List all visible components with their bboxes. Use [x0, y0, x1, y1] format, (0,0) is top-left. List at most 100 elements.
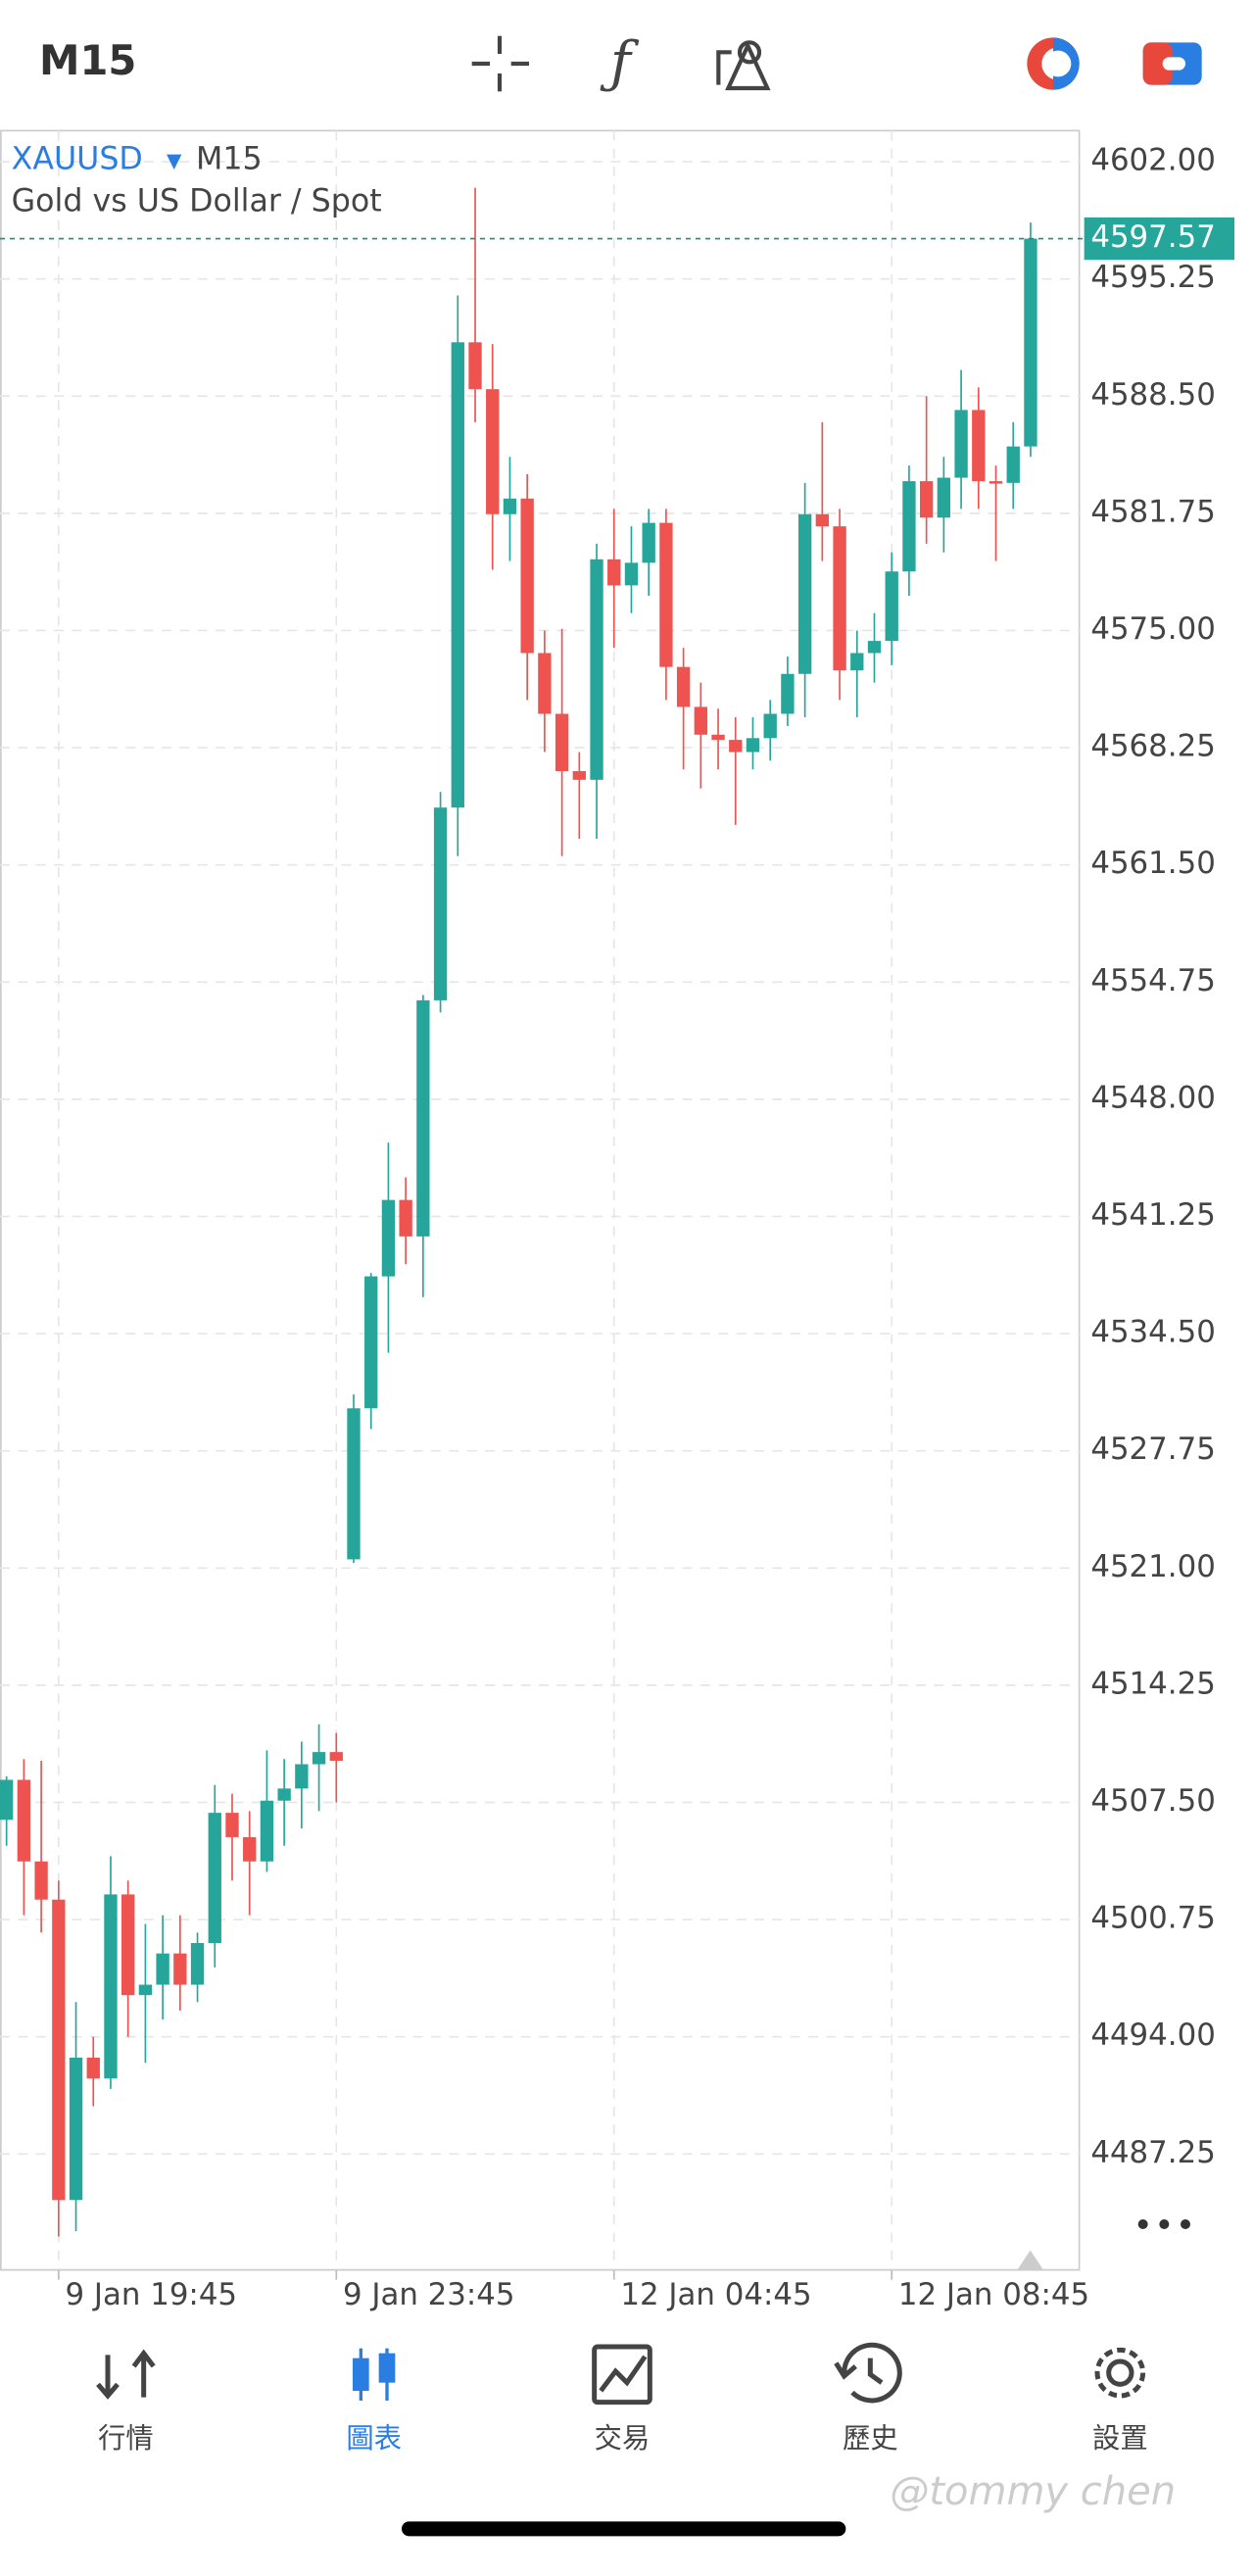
- tab-label[interactable]: 圖表: [346, 2422, 402, 2454]
- candle-body: [833, 526, 846, 671]
- y-tick-label: 4595.25: [1090, 260, 1215, 295]
- candle-body: [121, 1894, 135, 1996]
- y-tick-label: 4527.75: [1090, 1432, 1215, 1467]
- y-tick-label: 4500.75: [1090, 1901, 1215, 1936]
- watermark: @tommy chen: [890, 2469, 1176, 2514]
- y-tick-label: 4588.50: [1090, 377, 1215, 413]
- x-tick-label: 12 Jan 08:45: [898, 2277, 1089, 2312]
- y-tick-label: 4561.50: [1090, 846, 1215, 881]
- candle-body: [312, 1752, 326, 1765]
- candle-body: [0, 1779, 14, 1821]
- y-tick-label: 4507.50: [1090, 1783, 1215, 1819]
- y-tick-label: 4541.25: [1090, 1197, 1215, 1233]
- x-tick-label: 12 Jan 04:45: [620, 2277, 811, 2312]
- candle-body: [902, 481, 916, 572]
- candle-body: [919, 481, 934, 518]
- y-tick-label: 4521.00: [1090, 1549, 1215, 1584]
- home-indicator: [402, 2521, 846, 2537]
- tab-quotes-icon[interactable]: [96, 2349, 156, 2400]
- y-tick-label: 4554.75: [1090, 963, 1215, 998]
- candle-body: [34, 1861, 48, 1900]
- candle-body: [659, 522, 673, 667]
- candle-body: [607, 559, 621, 586]
- candle-body: [572, 770, 586, 780]
- candle-body: [676, 666, 691, 707]
- candle-body: [451, 342, 464, 808]
- candle-body: [867, 641, 882, 654]
- candle-body: [52, 1899, 66, 2201]
- tab-settings-icon[interactable]: [1094, 2347, 1146, 2399]
- candle-body: [850, 653, 864, 671]
- candle-body: [69, 2057, 83, 2201]
- candle-body: [364, 1276, 378, 1409]
- account-icon[interactable]: [1027, 37, 1080, 90]
- candle-body: [399, 1199, 412, 1237]
- candle-body: [989, 481, 1003, 484]
- y-tick-label: 4602.00: [1090, 143, 1215, 178]
- trade-icon[interactable]: [1142, 42, 1202, 85]
- candle-body: [729, 740, 743, 753]
- candle-body: [156, 1953, 169, 1985]
- chart-frame: [0, 129, 1081, 2271]
- y-tick-label: 4568.25: [1090, 729, 1215, 764]
- candle-body: [104, 1894, 118, 2079]
- candle-body: [486, 389, 500, 514]
- candle-body: [17, 1779, 31, 1862]
- candle-body: [624, 562, 639, 586]
- candle-body: [694, 706, 707, 735]
- tab-chart-icon[interactable]: [353, 2348, 396, 2401]
- candle-body: [1006, 446, 1020, 483]
- candle-body: [295, 1764, 309, 1789]
- candle-body: [243, 1836, 257, 1862]
- x-tick-label: 9 Jan 19:45: [65, 2277, 237, 2312]
- x-tick-label: 9 Jan 23:45: [343, 2277, 515, 2312]
- candle-body: [954, 410, 968, 478]
- tab-trade-icon[interactable]: [592, 2344, 652, 2406]
- tab-history-icon[interactable]: [834, 2342, 902, 2404]
- candle-body: [520, 498, 534, 654]
- candle-body: [1024, 238, 1037, 447]
- symbol-description: Gold vs US Dollar / Spot: [12, 184, 382, 219]
- candle-body: [972, 410, 986, 482]
- y-tick-label: 4487.25: [1090, 2135, 1215, 2170]
- candle-body: [937, 477, 951, 518]
- y-tick-label: 4575.00: [1090, 611, 1215, 647]
- candle-body: [260, 1800, 274, 1862]
- candle-body: [711, 734, 725, 741]
- candle-body: [555, 713, 569, 771]
- y-tick-label: 4534.50: [1090, 1315, 1215, 1350]
- tab-label[interactable]: 行情: [98, 2422, 154, 2454]
- candle-body: [225, 1813, 239, 1837]
- symbol-arrow[interactable]: ▼: [167, 149, 182, 172]
- candle-body: [797, 513, 812, 674]
- objects-icon[interactable]: [716, 40, 771, 91]
- y-tick-label: 4514.25: [1090, 1666, 1215, 1701]
- y-tick-label: 4548.00: [1090, 1080, 1215, 1115]
- candle-body: [746, 738, 760, 753]
- timeframe-button[interactable]: M15: [39, 36, 136, 84]
- scroll-marker: [1017, 2250, 1043, 2270]
- candle-body: [433, 807, 448, 1000]
- candle-body: [347, 1408, 361, 1560]
- candle-body: [381, 1199, 396, 1277]
- y-tick-label: 4581.75: [1090, 494, 1215, 529]
- tab-label[interactable]: 交易: [595, 2422, 651, 2454]
- candle-body: [329, 1752, 343, 1761]
- more-icon[interactable]: [1137, 2219, 1190, 2229]
- tab-label[interactable]: 設置: [1092, 2422, 1148, 2454]
- candle-body: [277, 1788, 291, 1801]
- candle-body: [503, 498, 517, 514]
- y-tick-label: 4494.00: [1090, 2017, 1215, 2053]
- candle-body: [885, 571, 898, 642]
- candle-body: [208, 1813, 221, 1944]
- candle-body: [590, 559, 603, 780]
- last-price-tag: [1084, 217, 1234, 261]
- tab-label[interactable]: 歷史: [843, 2422, 898, 2454]
- candle-body: [86, 2057, 100, 2079]
- crosshair-icon[interactable]: [471, 35, 530, 92]
- last-price-label: 4597.57: [1090, 219, 1215, 255]
- candle-body: [815, 513, 830, 527]
- symbol[interactable]: XAUUSD: [12, 141, 143, 176]
